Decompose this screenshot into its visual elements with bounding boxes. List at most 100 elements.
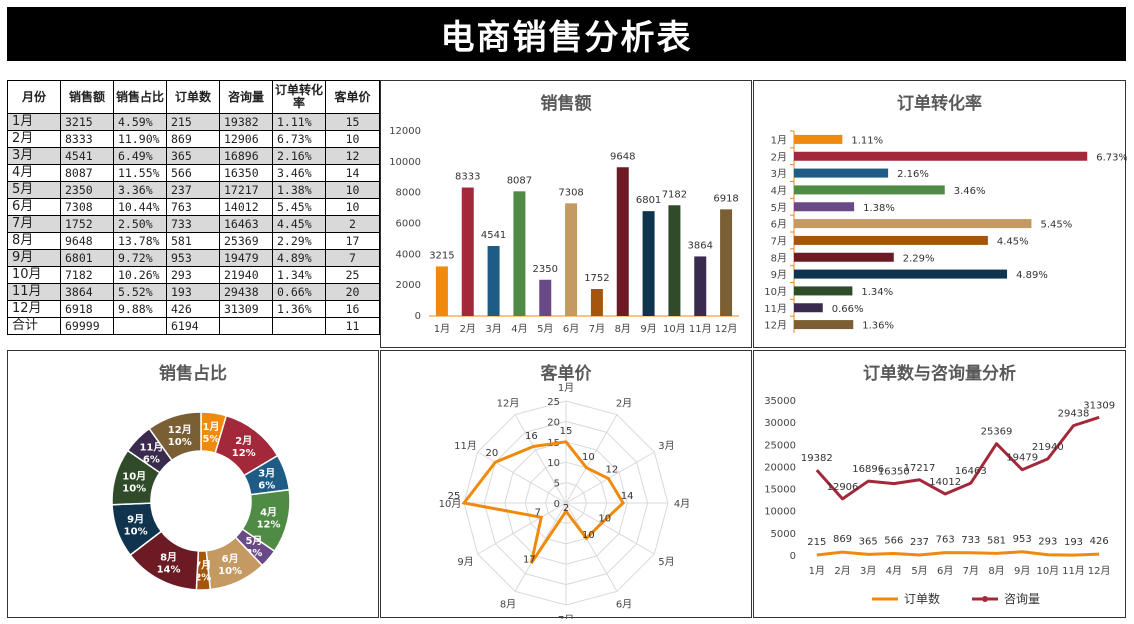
radar-axis-label: 3月 — [658, 440, 674, 452]
table-cell: 11.55% — [113, 164, 167, 182]
table-cell: 20 — [325, 283, 380, 301]
radar-axis-label: 12月 — [497, 398, 520, 410]
x-tick-label: 1月 — [434, 323, 450, 335]
radar-series-line — [461, 440, 626, 564]
table-cell: 12906 — [219, 130, 273, 148]
data-label: 31309 — [1083, 400, 1115, 411]
data-label: 733 — [961, 535, 980, 546]
data-label: 1752 — [584, 273, 609, 284]
x-tick-label: 7月 — [963, 565, 979, 577]
orders-inquiries-line-svg: 0 5000 10000 15000 20000 25000 30000 35000 1月 2月 3… — [764, 396, 1115, 606]
table-cell: 215 — [166, 113, 220, 131]
x-tick-label: 9月 — [1014, 565, 1030, 577]
x-tick-label: 9月 — [640, 323, 656, 335]
table-cell: 6918 — [60, 300, 114, 318]
bar — [794, 286, 853, 296]
table-cell: 17 — [325, 232, 380, 250]
data-label: 12906 — [827, 482, 859, 493]
y-tick-label: 10000 — [764, 507, 796, 518]
slice-percent-label: 2% — [194, 572, 211, 583]
data-label: 7 — [535, 507, 541, 518]
table-cell: 19382 — [219, 113, 273, 131]
table-cell: 2.50% — [113, 215, 167, 233]
sales-table-panel: 月份 销售额 销售占比 订单数 咨询量 订单转化率 客单价 1月 3215 4.59% 215 19… — [7, 80, 380, 348]
sales-bar-svg: 0 2000 4000 6000 8000 10000 12000 3215 1月 8333 2月 4… — [389, 126, 739, 335]
bar — [794, 134, 843, 144]
table-row: 11月 3864 5.52% 193 29438 0.66% 20 — [7, 283, 380, 301]
data-label: 7308 — [558, 187, 583, 198]
data-label: 193 — [1064, 537, 1083, 548]
data-label: 21940 — [1032, 442, 1064, 453]
y-tick-label: 1月 — [771, 134, 787, 146]
column-header: 客单价 — [325, 80, 380, 114]
slice-percent-label: 10% — [124, 527, 148, 538]
table-cell: 19479 — [219, 249, 273, 267]
y-tick-label: 6000 — [396, 219, 421, 230]
sales-table: 月份 销售额 销售占比 订单数 咨询量 订单转化率 客单价 1月 3215 4.59% 215 19… — [7, 80, 380, 335]
table-cell: 10 — [325, 198, 380, 216]
table-cell: 69999 — [60, 317, 114, 335]
table-header-row: 月份 销售额 销售占比 订单数 咨询量 订单转化率 客单价 — [7, 80, 380, 114]
y-tick-label: 4月 — [771, 185, 787, 197]
slice-category-label: 5月 — [245, 535, 262, 547]
bar — [794, 235, 988, 245]
table-cell: 2 — [325, 215, 380, 233]
slice-percent-label: 10% — [168, 437, 192, 448]
data-label: 3.46% — [954, 186, 986, 197]
x-tick-label: 8月 — [988, 565, 1004, 577]
table-cell: 193 — [166, 283, 220, 301]
table-row: 5月 2350 3.36% 237 17217 1.38% 10 — [7, 181, 380, 199]
table-cell: 365 — [166, 147, 220, 165]
radar-spoke — [477, 451, 567, 504]
y-tick-label: 20000 — [764, 462, 796, 473]
data-label: 15 — [560, 426, 573, 437]
x-tick-label: 12月 — [715, 323, 738, 335]
slice-category-label: 3月 — [258, 467, 275, 479]
x-tick-label: 12月 — [1088, 565, 1111, 577]
data-label: 1.36% — [862, 321, 894, 332]
page-title: 电商销售分析表 — [7, 7, 1126, 61]
table-cell: 6月 — [7, 198, 61, 216]
table-cell: 10.26% — [113, 266, 167, 284]
data-label: 581 — [987, 535, 1006, 546]
x-tick-label: 4月 — [511, 323, 527, 335]
x-tick-label: 3月 — [860, 565, 876, 577]
table-cell: 14 — [325, 164, 380, 182]
data-label: 10 — [598, 513, 611, 524]
radar-axis-label: 8月 — [500, 598, 516, 610]
radar-spoke — [565, 414, 618, 504]
slice-percent-label: 10% — [122, 484, 146, 495]
data-label: 1.34% — [861, 287, 893, 298]
x-tick-label: 5月 — [911, 565, 927, 577]
slice-percent-label: 5% — [202, 434, 219, 445]
data-label: 29438 — [1058, 409, 1090, 420]
column-header: 销售占比 — [113, 80, 167, 114]
sales-bar-chart: 销售额 0 2000 4000 6000 8000 10000 12000 3215 1月 833… — [380, 80, 752, 348]
table-cell: 7月 — [7, 215, 61, 233]
donut-slice — [148, 411, 202, 462]
table-cell: 953 — [166, 249, 220, 267]
table-cell: 9.72% — [113, 249, 167, 267]
data-label: 365 — [859, 536, 878, 547]
data-label: 16350 — [878, 467, 910, 478]
table-row: 3月 4541 6.49% 365 16896 2.16% 12 — [7, 147, 380, 165]
table-cell: 10 — [325, 130, 380, 148]
data-label: 6.73% — [1096, 152, 1127, 163]
data-label: 25369 — [981, 427, 1013, 438]
table-cell: 1.34% — [272, 266, 326, 284]
data-label: 6918 — [713, 193, 738, 204]
data-label: 14 — [621, 491, 634, 502]
radar-r-tick: 25 — [547, 397, 560, 408]
table-cell: 7308 — [60, 198, 114, 216]
bar — [794, 185, 945, 195]
radar-r-tick: 20 — [547, 417, 560, 428]
data-label: 2350 — [533, 264, 558, 275]
table-cell: 12 — [325, 147, 380, 165]
table-cell: 31309 — [219, 300, 273, 318]
radar-spoke — [477, 502, 567, 555]
table-row: 8月 9648 13.78% 581 25369 2.29% 17 — [7, 232, 380, 250]
slice-category-label: 10月 — [122, 471, 146, 483]
share-donut-chart: 销售占比 1月 5% 2月 12% 3月 6% 4月 12% 5月 3% 6月 10% 7月 2% 8月 14… — [7, 350, 379, 618]
bar — [565, 203, 578, 316]
table-row: 7月 1752 2.50% 733 16463 4.45% 2 — [7, 215, 380, 233]
